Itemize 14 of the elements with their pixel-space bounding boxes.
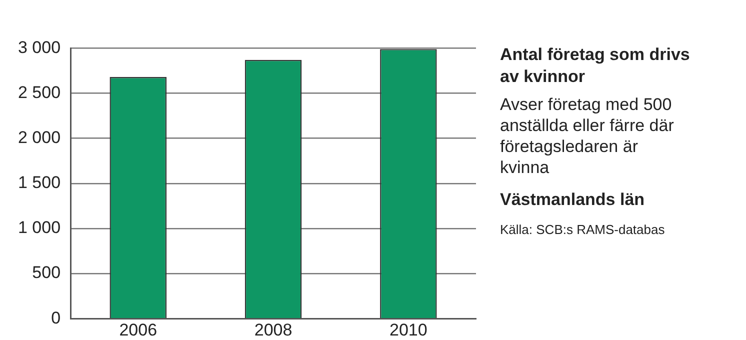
x-tick-label: 2010 xyxy=(390,320,428,340)
text: Antal företag som drivs av kvinnor xyxy=(500,44,690,88)
y-tick-label: 2 000 xyxy=(18,128,61,148)
y-tick-label: 0 xyxy=(51,308,61,328)
y-tick-label: 500 xyxy=(32,263,61,282)
y-tick-label: 1 000 xyxy=(18,218,61,238)
y-tick-label: 2 500 xyxy=(18,82,61,102)
text: Källa: SCB:s RAMS-databas xyxy=(500,222,666,237)
y-tick-label: 3 000 xyxy=(18,38,61,57)
x-tick-label: 2006 xyxy=(119,320,158,340)
y-tick-label: 1 500 xyxy=(18,173,61,192)
x-tick-label: 2008 xyxy=(254,320,292,340)
text: Västmanlands län xyxy=(500,190,646,210)
text: Avser företag med 500 anställda eller färre där företagsledaren är kvinna xyxy=(500,94,675,178)
